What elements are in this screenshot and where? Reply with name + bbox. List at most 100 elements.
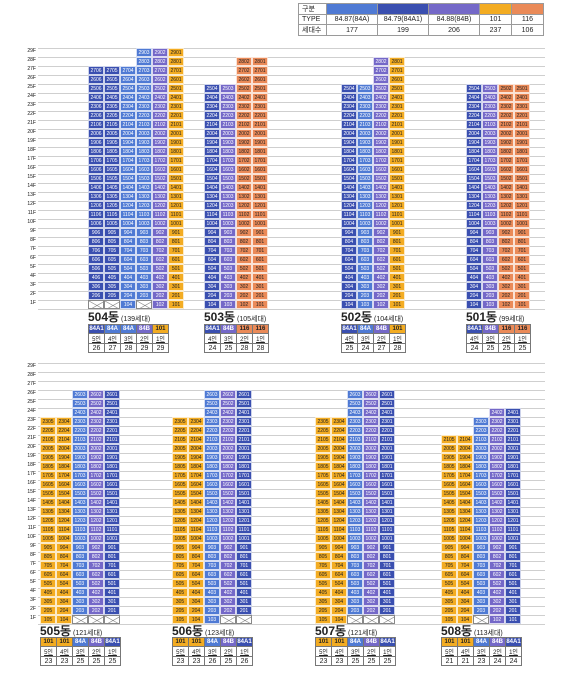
unit-cell[interactable]: 704 bbox=[120, 246, 136, 255]
unit-cell[interactable]: 902 bbox=[363, 543, 379, 552]
unit-cell[interactable]: 2303 bbox=[204, 417, 220, 426]
unit-cell[interactable]: 1901 bbox=[252, 138, 268, 147]
unit-cell[interactable]: 502 bbox=[363, 579, 379, 588]
unit-cell[interactable]: 1701 bbox=[505, 471, 521, 480]
unit-cell[interactable]: 803 bbox=[220, 237, 236, 246]
unit-cell[interactable]: 1102 bbox=[363, 525, 379, 534]
unit-cell[interactable]: 104 bbox=[466, 300, 482, 309]
unit-cell[interactable]: 1002 bbox=[363, 534, 379, 543]
unit-cell[interactable]: 1401 bbox=[252, 183, 268, 192]
unit-cell[interactable]: 1503 bbox=[357, 174, 373, 183]
unit-cell[interactable]: 403 bbox=[347, 588, 363, 597]
unit-cell[interactable]: 304 bbox=[331, 597, 347, 606]
unit-cell[interactable]: 1703 bbox=[357, 156, 373, 165]
unit-cell[interactable]: 1803 bbox=[482, 147, 498, 156]
unit-cell[interactable]: 1403 bbox=[482, 183, 498, 192]
unit-cell[interactable]: 803 bbox=[473, 552, 489, 561]
unit-cell[interactable]: 2305 bbox=[40, 417, 56, 426]
unit-cell[interactable]: 1501 bbox=[389, 174, 405, 183]
unit-cell[interactable]: 2103 bbox=[357, 120, 373, 129]
unit-cell[interactable]: 504 bbox=[120, 264, 136, 273]
unit-cell[interactable]: 1804 bbox=[56, 462, 72, 471]
unit-cell[interactable]: 1701 bbox=[168, 156, 184, 165]
unit-cell[interactable]: 2301 bbox=[252, 102, 268, 111]
unit-cell[interactable]: 2502 bbox=[220, 399, 236, 408]
unit-cell[interactable]: 1503 bbox=[482, 174, 498, 183]
unit-cell[interactable]: 2102 bbox=[363, 435, 379, 444]
unit-cell[interactable]: 1805 bbox=[172, 462, 188, 471]
unit-cell[interactable]: 404 bbox=[457, 588, 473, 597]
unit-cell[interactable]: 403 bbox=[482, 273, 498, 282]
unit-cell[interactable]: 2201 bbox=[379, 426, 395, 435]
unit-cell[interactable]: 905 bbox=[315, 543, 331, 552]
unit-cell[interactable]: 1602 bbox=[220, 480, 236, 489]
unit-cell[interactable]: 1302 bbox=[236, 192, 252, 201]
unit-cell[interactable]: 1503 bbox=[136, 174, 152, 183]
unit-cell[interactable]: 1702 bbox=[152, 156, 168, 165]
unit-cell[interactable]: 1204 bbox=[120, 201, 136, 210]
unit-cell[interactable]: 2503 bbox=[482, 84, 498, 93]
unit-cell[interactable]: 2903 bbox=[136, 48, 152, 57]
unit-cell[interactable]: 105 bbox=[441, 615, 457, 624]
unit-cell[interactable]: 1605 bbox=[315, 480, 331, 489]
unit-cell[interactable]: 1103 bbox=[473, 525, 489, 534]
unit-cell[interactable]: 902 bbox=[152, 228, 168, 237]
unit-cell[interactable]: 302 bbox=[363, 597, 379, 606]
unit-cell[interactable]: 1203 bbox=[482, 201, 498, 210]
unit-cell[interactable]: 905 bbox=[40, 543, 56, 552]
unit-cell[interactable]: 2003 bbox=[357, 129, 373, 138]
unit-cell[interactable]: 1703 bbox=[72, 471, 88, 480]
unit-cell[interactable]: 2201 bbox=[389, 111, 405, 120]
unit-cell[interactable]: 604 bbox=[120, 255, 136, 264]
unit-cell[interactable]: 1602 bbox=[152, 165, 168, 174]
unit-cell[interactable]: 804 bbox=[56, 552, 72, 561]
unit-cell[interactable]: 501 bbox=[252, 264, 268, 273]
unit-cell[interactable]: 1804 bbox=[331, 462, 347, 471]
unit-cell[interactable]: 205 bbox=[104, 291, 120, 300]
unit-cell[interactable]: 2204 bbox=[466, 111, 482, 120]
unit-cell[interactable]: 305 bbox=[40, 597, 56, 606]
unit-cell[interactable]: 2301 bbox=[389, 102, 405, 111]
unit-cell[interactable]: 703 bbox=[136, 246, 152, 255]
unit-cell[interactable]: 2401 bbox=[505, 408, 521, 417]
unit-cell[interactable]: 2004 bbox=[120, 129, 136, 138]
unit-cell[interactable]: 1101 bbox=[514, 210, 530, 219]
unit-cell[interactable]: 2402 bbox=[88, 408, 104, 417]
unit-cell[interactable]: 2201 bbox=[252, 111, 268, 120]
unit-cell[interactable]: 2103 bbox=[482, 120, 498, 129]
unit-cell[interactable]: 302 bbox=[152, 282, 168, 291]
unit-cell[interactable]: 2602 bbox=[220, 390, 236, 399]
unit-cell[interactable]: 1701 bbox=[104, 471, 120, 480]
unit-cell[interactable]: 205 bbox=[441, 606, 457, 615]
unit-cell[interactable]: 804 bbox=[120, 237, 136, 246]
unit-cell[interactable]: 1603 bbox=[482, 165, 498, 174]
unit-cell[interactable]: 1601 bbox=[379, 480, 395, 489]
unit-cell[interactable]: 2601 bbox=[104, 390, 120, 399]
unit-cell[interactable]: 303 bbox=[357, 282, 373, 291]
unit-cell[interactable]: 1904 bbox=[331, 453, 347, 462]
unit-cell[interactable]: 1701 bbox=[252, 156, 268, 165]
unit-cell[interactable]: 903 bbox=[482, 228, 498, 237]
unit-cell[interactable]: 1404 bbox=[120, 183, 136, 192]
unit-cell[interactable]: 1101 bbox=[104, 525, 120, 534]
unit-cell[interactable]: 1205 bbox=[40, 516, 56, 525]
unit-cell[interactable]: 202 bbox=[489, 606, 505, 615]
unit-cell[interactable]: 603 bbox=[136, 255, 152, 264]
unit-cell[interactable]: 1203 bbox=[220, 201, 236, 210]
unit-cell[interactable]: 203 bbox=[347, 606, 363, 615]
unit-cell[interactable]: 401 bbox=[168, 273, 184, 282]
unit-cell[interactable]: 1405 bbox=[441, 498, 457, 507]
unit-cell[interactable]: 1103 bbox=[482, 210, 498, 219]
unit-cell[interactable]: 2201 bbox=[236, 426, 252, 435]
unit-cell[interactable]: 1905 bbox=[315, 453, 331, 462]
unit-cell[interactable]: 405 bbox=[40, 588, 56, 597]
unit-cell[interactable]: 602 bbox=[88, 570, 104, 579]
unit-cell[interactable]: 405 bbox=[441, 588, 457, 597]
unit-cell[interactable]: 305 bbox=[172, 597, 188, 606]
unit-cell[interactable]: 1601 bbox=[236, 480, 252, 489]
unit-cell[interactable]: 1203 bbox=[136, 201, 152, 210]
unit-cell[interactable]: 304 bbox=[466, 282, 482, 291]
unit-cell[interactable]: 2303 bbox=[347, 417, 363, 426]
unit-cell[interactable]: 705 bbox=[441, 561, 457, 570]
unit-cell[interactable]: 904 bbox=[341, 228, 357, 237]
